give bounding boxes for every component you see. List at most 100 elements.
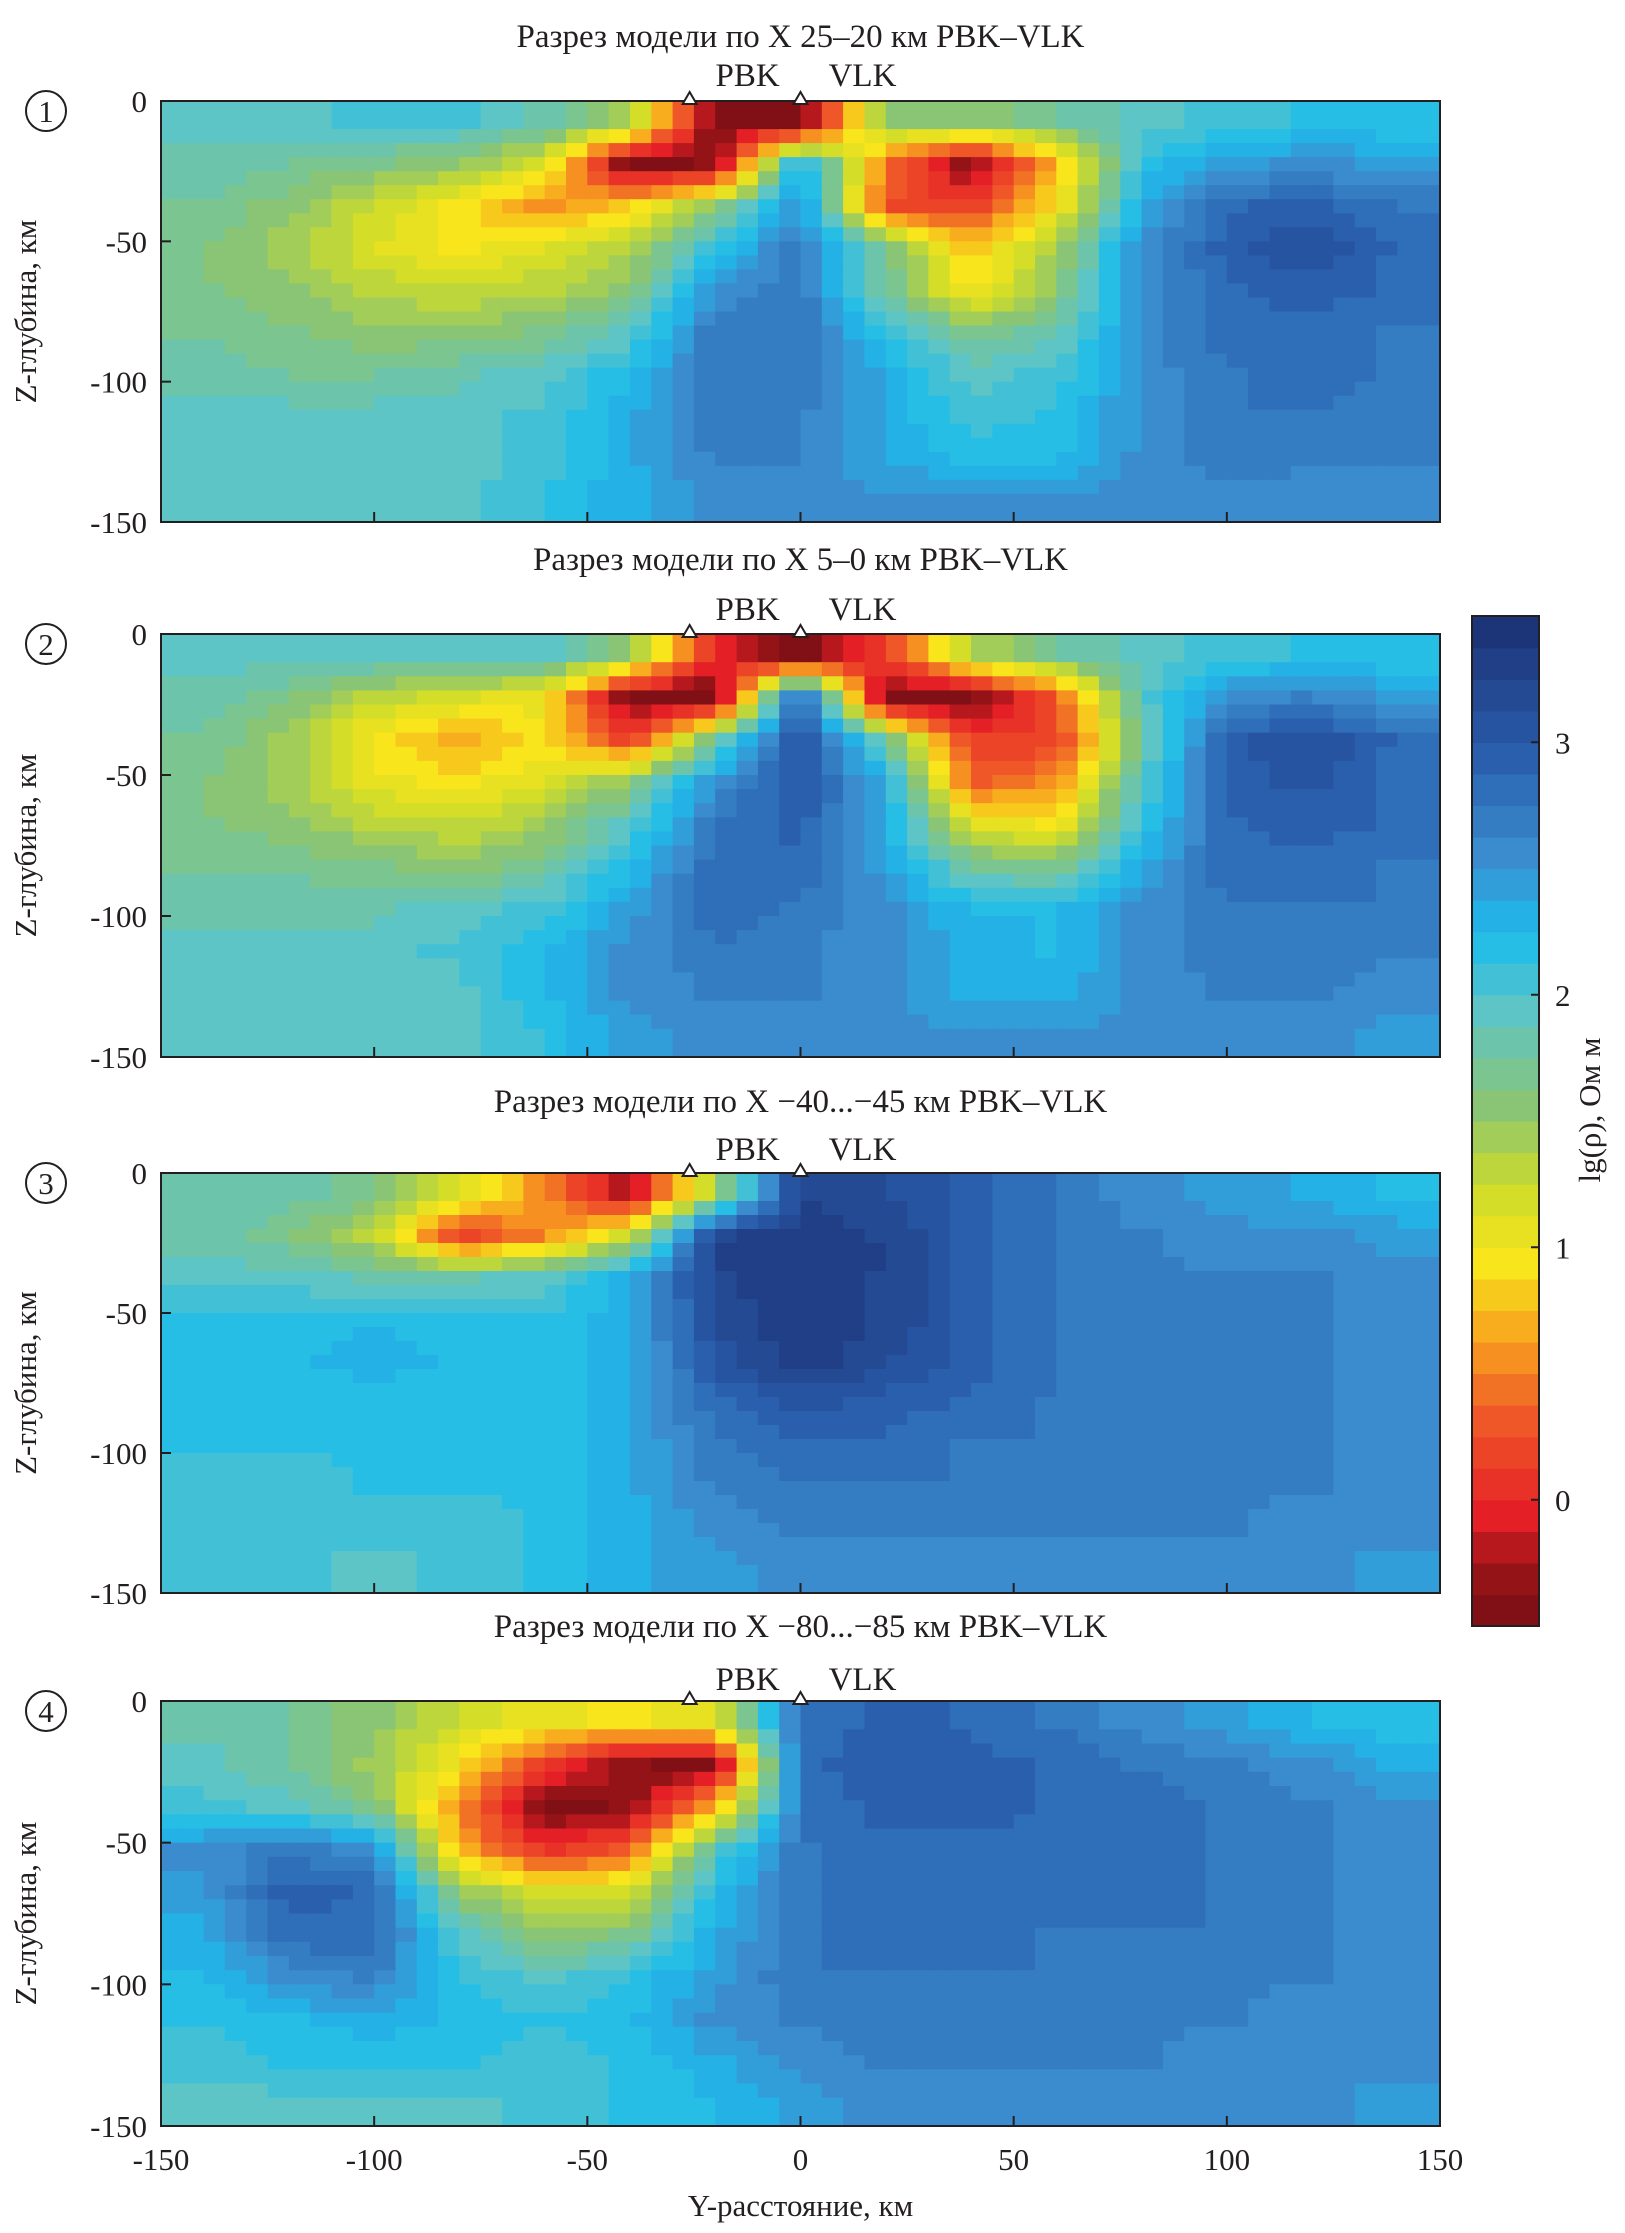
heatmap-cell <box>885 986 908 1002</box>
heatmap-cell <box>1269 662 1292 677</box>
heatmap-cell <box>992 944 1015 959</box>
heatmap-cell <box>800 1042 823 1058</box>
heatmap-cell <box>715 944 738 959</box>
heatmap-cell <box>608 157 631 172</box>
heatmap-cell <box>480 775 503 790</box>
heatmap-cell <box>331 1467 354 1482</box>
heatmap-cell <box>1205 213 1228 228</box>
heatmap-cell <box>310 1383 333 1398</box>
heatmap-cell <box>267 887 290 903</box>
heatmap-cell <box>1056 1229 1079 1244</box>
heatmap-cell <box>1333 1271 1356 1286</box>
heatmap-cell <box>288 241 311 256</box>
heatmap-cell <box>630 901 652 917</box>
heatmap-cell <box>544 213 567 228</box>
heatmap-cell <box>544 887 567 903</box>
heatmap-cell <box>907 817 929 832</box>
heatmap-cell <box>416 1481 439 1496</box>
heatmap-cell <box>1035 1201 1057 1216</box>
heatmap-cell <box>438 1229 460 1244</box>
heatmap-cell <box>182 171 205 186</box>
heatmap-cell <box>331 269 354 284</box>
heatmap-cell <box>1077 1285 1100 1300</box>
heatmap-cell <box>1418 901 1441 917</box>
heatmap-cell <box>971 1201 993 1216</box>
heatmap-cell <box>203 479 226 495</box>
heatmap-cell <box>267 1369 290 1384</box>
heatmap-cell <box>1248 916 1270 931</box>
heatmap-cell <box>630 367 652 383</box>
heatmap-cell <box>416 199 439 214</box>
heatmap-cell <box>1035 311 1057 327</box>
heatmap-cell <box>1290 325 1313 341</box>
heatmap-cell <box>864 831 887 847</box>
heatmap-cell <box>161 732 183 748</box>
heatmap-cell <box>1162 115 1185 130</box>
heatmap-cell <box>907 255 929 270</box>
heatmap-cell <box>203 1453 226 1468</box>
heatmap-cell <box>693 409 716 425</box>
heatmap-cell <box>971 1327 993 1342</box>
heatmap-cell <box>480 1201 503 1216</box>
heatmap-cell <box>928 817 951 832</box>
heatmap-cell <box>246 704 269 720</box>
heatmap-cell <box>438 157 460 172</box>
heatmap-cell <box>800 1028 823 1044</box>
heatmap-cell <box>480 1481 503 1496</box>
heatmap-cell <box>608 339 631 355</box>
heatmap-cell <box>608 1481 631 1496</box>
heatmap-cell <box>693 1173 716 1188</box>
heatmap-cell <box>715 1173 738 1188</box>
heatmap-cell <box>949 1229 972 1244</box>
heatmap-cell <box>630 1341 652 1356</box>
heatmap-cell <box>1290 409 1313 425</box>
heatmap-cell <box>587 746 610 762</box>
heatmap-cell <box>843 101 865 116</box>
heatmap-cell <box>331 648 354 663</box>
heatmap-cell <box>1162 958 1185 973</box>
heatmap-cell <box>502 423 524 439</box>
heatmap-cell <box>928 1439 951 1454</box>
heatmap-cell <box>1184 1201 1207 1216</box>
heatmap-cell <box>161 1229 183 1244</box>
heatmap-cell <box>672 930 695 945</box>
heatmap-cell <box>566 789 588 804</box>
heatmap-cell <box>1056 1425 1079 1440</box>
heatmap-cell <box>907 1411 929 1426</box>
heatmap-cell <box>1248 1425 1270 1440</box>
heatmap-cell <box>1376 1383 1398 1398</box>
heatmap-cell <box>1397 873 1420 889</box>
heatmap-cell <box>310 901 333 917</box>
heatmap-cell <box>310 269 333 284</box>
heatmap-cell <box>971 704 993 720</box>
heatmap-cell <box>1376 746 1398 762</box>
heatmap-cell <box>1333 803 1356 818</box>
heatmap-cell <box>800 1355 823 1370</box>
heatmap-cell <box>1248 493 1270 509</box>
heatmap-cell <box>203 1243 226 1258</box>
heatmap-cell <box>566 831 588 847</box>
heatmap-cell <box>267 311 290 327</box>
heatmap-cell <box>502 199 524 214</box>
heatmap-cell <box>672 1411 695 1426</box>
heatmap-cell <box>779 409 802 425</box>
heatmap-cell <box>1376 508 1398 523</box>
heatmap-cell <box>757 1355 780 1370</box>
heatmap-cell <box>182 1201 205 1216</box>
heatmap-cell <box>1098 1313 1121 1328</box>
heatmap-cell <box>1205 972 1228 988</box>
heatmap-cell <box>1077 1313 1100 1328</box>
heatmap-cell <box>757 297 780 313</box>
heatmap-cell <box>1013 255 1036 270</box>
heatmap-cell <box>544 1285 567 1300</box>
heatmap-cell <box>1205 930 1228 945</box>
heatmap-cell <box>1098 1467 1121 1482</box>
heatmap-cell <box>352 1355 375 1370</box>
heatmap-cell <box>651 1173 674 1188</box>
heatmap-cell <box>907 1243 929 1258</box>
heatmap-cell <box>1418 395 1441 411</box>
heatmap-cell <box>971 409 993 425</box>
heatmap-cell <box>416 732 439 748</box>
heatmap-cell <box>672 1355 695 1370</box>
heatmap-cell <box>1141 129 1164 144</box>
